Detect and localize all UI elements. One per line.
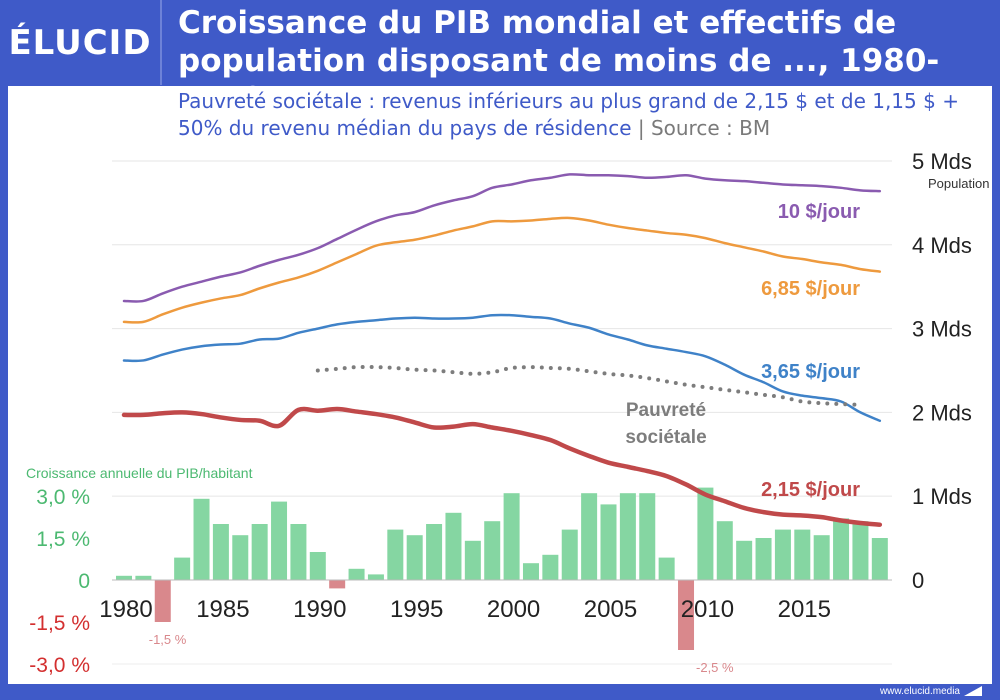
- gdp-tick-label: -3,0 %: [29, 654, 90, 677]
- x-tick-label: 1995: [390, 596, 443, 623]
- x-tick-label: 2000: [487, 596, 540, 623]
- gdp-tick-label: 0: [78, 570, 90, 593]
- gdp-bar: [271, 501, 288, 580]
- gdp-bar: [600, 504, 617, 580]
- gdp-bar: [309, 552, 326, 580]
- series-label-societal-line1: Pauvreté: [626, 400, 706, 421]
- subtitle-separator: |: [631, 116, 651, 140]
- pop-tick-label: 3 Mds: [912, 317, 972, 342]
- bar-annotation: -1,5 %: [149, 632, 187, 647]
- x-tick-label: 1990: [293, 596, 346, 623]
- pop-tick-label: 1 Mds: [912, 484, 972, 509]
- gdp-bar: [522, 563, 539, 580]
- gdp-bar: [193, 498, 210, 580]
- gdp-bar: [678, 580, 695, 650]
- gdp-bar: [833, 518, 850, 580]
- gdp-bar: [154, 580, 171, 622]
- series-line-line_10: [122, 173, 882, 303]
- gdp-bar: [445, 512, 462, 580]
- gdp-bar: [794, 529, 811, 580]
- pop-tick-label: 5 Mds: [912, 149, 972, 174]
- gdp-bar: [852, 521, 869, 580]
- gdp-bar: [871, 538, 888, 580]
- series-label-societal-line2: sociétale: [625, 427, 706, 448]
- gdp-bar: [426, 524, 443, 580]
- pop-tick-label: 0: [912, 568, 924, 593]
- series-label: 2,15 $/jour: [761, 479, 860, 501]
- gdp-tick-label: -1,5 %: [29, 612, 90, 635]
- gdp-bar: [116, 575, 132, 580]
- x-tick-label: 2005: [584, 596, 637, 623]
- gdp-tick-label: 1,5 %: [36, 528, 90, 551]
- gdp-bar: [387, 529, 404, 580]
- gdp-bar: [348, 568, 365, 580]
- bar-annotation: -2,5 %: [696, 660, 734, 675]
- gdp-bar: [581, 493, 598, 580]
- gdp-bar: [542, 554, 559, 580]
- series-label: 10 $/jour: [778, 201, 860, 223]
- gdp-bar: [639, 493, 656, 580]
- pop-axis-label: Population: [928, 176, 989, 191]
- gdp-tick-label: 3,0 %: [36, 486, 90, 509]
- gdp-bar: [290, 524, 307, 580]
- gdp-bar: [619, 493, 636, 580]
- gdp-bar: [716, 521, 733, 580]
- elucid-mark-icon: [964, 686, 982, 696]
- gdp-bar: [484, 521, 501, 580]
- x-tick-label: 1985: [196, 596, 249, 623]
- gdp-bar: [813, 535, 830, 580]
- x-tick-label: 2010: [681, 596, 734, 623]
- series-line-line_365: [122, 313, 882, 423]
- gdp-bar: [367, 574, 384, 580]
- series-line-line_215: [121, 406, 883, 527]
- subtitle-text: Pauvreté sociétale : revenus inférieurs …: [178, 89, 959, 140]
- gdp-bar: [697, 487, 714, 580]
- logo-box: ÉLUCID: [0, 0, 162, 85]
- gdp-bar: [561, 529, 578, 580]
- pop-tick-label: 4 Mds: [912, 233, 972, 258]
- x-tick-label: 2015: [778, 596, 831, 623]
- gdp-bar: [329, 580, 346, 589]
- x-tick-label: 1980: [99, 596, 152, 623]
- gdp-bar: [774, 529, 791, 580]
- gdp-bar: [212, 524, 229, 580]
- series-label: 6,85 $/jour: [761, 278, 860, 300]
- gdp-axis-title: Croissance annuelle du PIB/habitant: [26, 465, 253, 481]
- gdp-bar: [464, 540, 481, 580]
- source-label: Source : BM: [650, 116, 771, 140]
- elucid-logo: ÉLUCID: [8, 22, 152, 63]
- footer-url[interactable]: www.elucid.media: [879, 686, 960, 697]
- gdp-bar: [406, 535, 423, 580]
- gdp-bar: [658, 557, 675, 580]
- gdp-bar: [174, 557, 191, 580]
- gdp-bar: [251, 524, 268, 580]
- gdp-bar: [755, 538, 772, 580]
- gdp-bar: [503, 493, 520, 580]
- gdp-bar: [736, 540, 753, 580]
- series-line-societal: [315, 364, 863, 407]
- series-label: 3,65 $/jour: [761, 361, 860, 383]
- series-line-line_685: [122, 216, 882, 324]
- pop-tick-label: 2 Mds: [912, 400, 972, 425]
- gdp-bar: [232, 535, 249, 580]
- chart-subtitle: Pauvreté sociétale : revenus inférieurs …: [178, 88, 998, 142]
- gdp-bar: [135, 575, 152, 580]
